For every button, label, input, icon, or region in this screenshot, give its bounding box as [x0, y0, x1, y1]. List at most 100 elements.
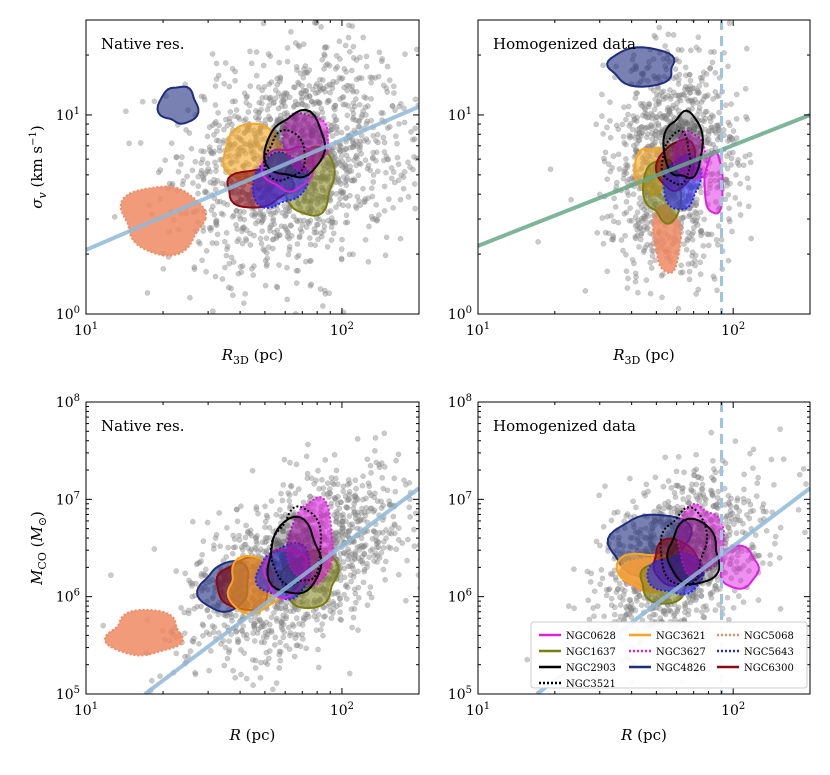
scatter-point [410, 166, 416, 173]
scatter-point [706, 140, 713, 147]
scatter-point [637, 236, 644, 243]
scatter-point [373, 537, 380, 544]
scatter-point [236, 532, 242, 539]
scatter-point [306, 258, 313, 264]
scatter-point [300, 614, 307, 621]
scatter-point [329, 133, 336, 139]
scatter-point [320, 85, 326, 92]
scatter-point [698, 227, 705, 234]
scatter-point [665, 92, 671, 99]
scatter-point [352, 117, 359, 124]
scatter-point [656, 24, 663, 31]
scatter-point [693, 196, 700, 203]
scatter-point [401, 105, 407, 112]
scatter-point [348, 606, 355, 612]
scatter-point [383, 234, 390, 241]
scatter-point [714, 124, 721, 131]
scatter-point [290, 104, 297, 110]
scatter-point [206, 147, 213, 153]
scatter-point [315, 100, 322, 107]
scatter-point [355, 513, 361, 519]
scatter-point [332, 219, 339, 226]
scatter-point [249, 212, 255, 218]
scatter-point [273, 511, 280, 518]
scatter-point [615, 151, 622, 158]
scatter-point [352, 599, 359, 606]
scatter-point [307, 282, 314, 289]
scatter-point [168, 140, 175, 147]
scatter-point [230, 259, 237, 265]
scatter-point [334, 126, 340, 132]
scatter-point [281, 203, 288, 209]
scatter-point [776, 554, 783, 561]
scatter-point [337, 499, 344, 506]
scatter-point [287, 222, 294, 229]
scatter-point [600, 62, 606, 69]
scatter-point [357, 558, 364, 564]
scatter-point [300, 87, 307, 94]
scatter-point [620, 596, 626, 603]
scatter-point [334, 589, 341, 596]
scatter-point [693, 202, 699, 208]
scatter-point [179, 181, 186, 188]
scatter-point [286, 646, 293, 652]
scatter-point [342, 531, 348, 538]
scatter-point [670, 102, 677, 109]
scatter-point [212, 180, 219, 186]
scatter-point [221, 622, 228, 628]
scatter-point [605, 161, 612, 167]
scatter-point [303, 88, 310, 94]
scatter-point [263, 634, 270, 640]
scatter-point [702, 115, 709, 122]
scatter-point [743, 45, 750, 52]
scatter-point [239, 224, 246, 231]
scatter-point [391, 475, 398, 482]
scatter-point [665, 104, 671, 111]
scatter-point [293, 461, 300, 468]
scatter-point [329, 85, 336, 92]
scatter-point [620, 175, 627, 182]
scatter-point [623, 251, 629, 258]
scatter-point [319, 77, 326, 83]
scatter-point [648, 122, 654, 128]
scatter-point [661, 113, 667, 119]
scatter-point [268, 498, 275, 504]
scatter-point [714, 93, 720, 100]
scatter-point [685, 494, 692, 501]
scatter-point [389, 103, 396, 109]
scatter-point [294, 67, 300, 73]
scatter-point [748, 235, 755, 242]
scatter-point [277, 75, 284, 82]
scatter-point [267, 116, 274, 123]
scatter-point [260, 634, 267, 640]
scatter-point [335, 176, 341, 183]
scatter-point [321, 66, 327, 72]
scatter-point [356, 75, 363, 81]
scatter-point [635, 289, 641, 296]
scatter-point [198, 167, 205, 174]
scatter-point [324, 243, 331, 250]
scatter-point [242, 116, 249, 122]
scatter-point [689, 260, 695, 267]
scatter-point [254, 540, 260, 547]
scatter-point [303, 453, 310, 460]
scatter-point [252, 544, 258, 551]
scatter-point [111, 214, 118, 220]
scatter-point [345, 34, 352, 41]
scatter-point [274, 118, 280, 125]
scatter-point [251, 263, 257, 269]
scatter-point [694, 222, 701, 228]
scatter-point [356, 124, 363, 130]
scatter-point [625, 111, 631, 118]
scatter-point [276, 539, 283, 546]
scatter-point [336, 505, 343, 512]
scatter-point [234, 238, 241, 245]
scatter-point [707, 115, 713, 121]
scatter-point [724, 182, 730, 189]
scatter-point [264, 106, 271, 113]
scatter-point [685, 261, 692, 267]
scatter-point [366, 489, 373, 496]
scatter-point [284, 233, 291, 240]
scatter-point [339, 236, 345, 243]
contour-ngc3521 [263, 129, 306, 182]
